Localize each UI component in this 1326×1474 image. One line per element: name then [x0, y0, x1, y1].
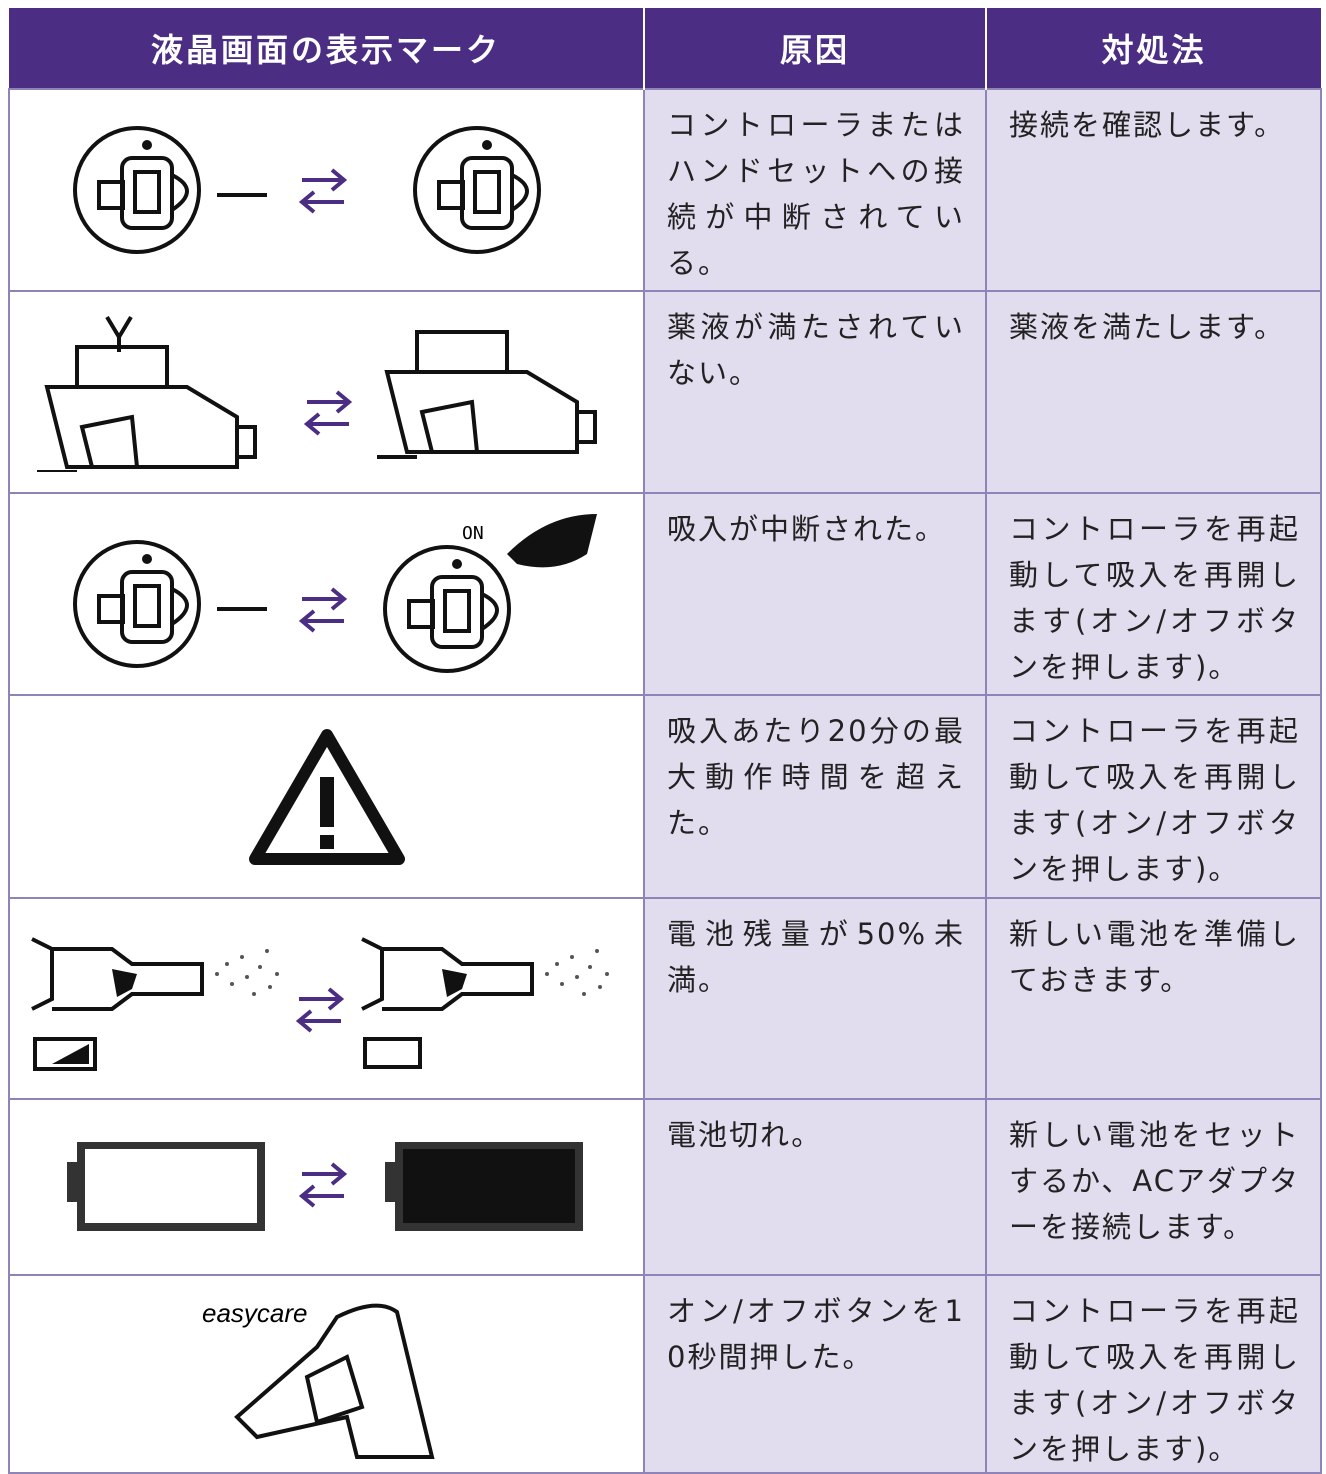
header-cell: 液晶画面の表示マーク [9, 8, 644, 89]
table-row: 電池切れ。 新しい電池をセットするか、ACアダプターを接続します。 [8, 1098, 1322, 1276]
action-cell: 新しい電池を準備しておきます。 [985, 897, 1322, 1100]
cause-cell: オン/オフボタンを10秒間押した。 [643, 1274, 987, 1474]
icon-cell [8, 290, 645, 494]
header-cell: 原因 [643, 8, 986, 89]
icon-label: ON [462, 523, 484, 544]
action-cell: 接続を確認します。 [985, 88, 1322, 292]
refill-icon [34, 315, 597, 472]
cause-cell: 吸入が中断された。 [643, 492, 987, 696]
action-cell: コントローラを再起動して吸入を再開します(オン/オフボタンを押します)。 [985, 1274, 1322, 1474]
icon-cell: ON [8, 492, 645, 696]
header-cell: 対処法 [985, 8, 1321, 89]
action-cell: 新しい電池をセットするか、ACアダプターを接続します。 [985, 1098, 1322, 1276]
disconnect-icon [72, 126, 541, 254]
table-row: 吸入あたり20分の最大動作時間を超えた。 コントローラを再起動して吸入を再開しま… [8, 694, 1322, 899]
header-row: 液晶画面の表示マーク 原因 対処法 [9, 8, 1321, 89]
empty-battery-icon [66, 1142, 583, 1231]
action-cell: コントローラを再起動して吸入を再開します(オン/オフボタンを押します)。 [985, 694, 1322, 899]
cause-cell: 吸入あたり20分の最大動作時間を超えた。 [643, 694, 987, 899]
cause-cell: 電池切れ。 [643, 1098, 987, 1276]
cause-cell: コントローラまたはハンドセットへの接続が中断されている。 [643, 88, 987, 292]
interrupted-icon: ON [72, 514, 597, 673]
easycare-icon: easycare [202, 1298, 435, 1459]
low-battery-icon [29, 936, 611, 1071]
action-cell: 薬液を満たします。 [985, 290, 1322, 494]
table-row: コントローラまたはハンドセットへの接続が中断されている。 接続を確認します。 [8, 88, 1322, 292]
table-row: easycare オン/オフボタンを10秒間押した。 コントローラを再起動して吸… [8, 1274, 1322, 1474]
table-row: ON 吸入が中断された。 コントローラを再起動して吸入を再開します(オン/オフボ… [8, 492, 1322, 696]
icon-cell: easycare [8, 1274, 645, 1474]
icon-cell [8, 1098, 645, 1276]
cause-cell: 電池残量が50%未満。 [643, 897, 987, 1100]
action-cell: コントローラを再起動して吸入を再開します(オン/オフボタンを押します)。 [985, 492, 1322, 696]
icon-cell [8, 694, 645, 899]
icon-cell [8, 88, 645, 292]
icon-cell [8, 897, 645, 1100]
cause-cell: 薬液が満たされていない。 [643, 290, 987, 494]
table-row: 電池残量が50%未満。 新しい電池を準備しておきます。 [8, 897, 1322, 1100]
troubleshooting-table: 液晶画面の表示マーク 原因 対処法 コントローラまたはハンドセットへの接続が中断… [8, 8, 1322, 1474]
table-row: 薬液が満たされていない。 薬液を満たします。 [8, 290, 1322, 494]
warning-icon [248, 728, 405, 865]
icon-label: easycare [202, 1298, 308, 1328]
